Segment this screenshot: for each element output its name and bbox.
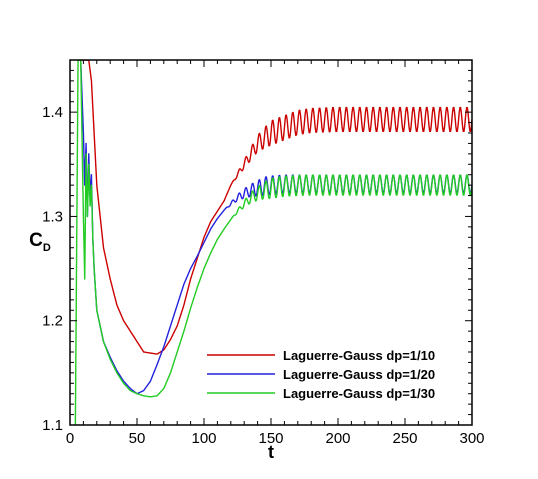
x-tick-label: 150	[258, 430, 283, 447]
y-tick-label: 1.3	[42, 208, 63, 225]
x-tick-label: 100	[191, 430, 216, 447]
series-line-1	[78, 60, 472, 355]
legend: Laguerre-Gauss dp=1/10 Laguerre-Gauss dp=…	[207, 348, 435, 401]
legend-label-3: Laguerre-Gauss dp=1/30	[283, 386, 435, 401]
x-tick-label: 300	[459, 430, 484, 447]
ticks-layer: 0 50 100 150 200 250 300 1.1 1.2 1.3 1.4	[42, 60, 485, 447]
series-layer	[74, 60, 472, 425]
y-tick-label: 1.2	[42, 313, 63, 330]
y-axis-title: CD	[29, 230, 51, 254]
x-tick-label: 50	[129, 430, 146, 447]
y-axis-title-subscript: D	[43, 242, 51, 254]
x-tick-label: 250	[392, 430, 417, 447]
y-axis-title-main: C	[29, 230, 43, 251]
x-tick-label: 200	[325, 430, 350, 447]
x-tick-label: 0	[66, 430, 74, 447]
legend-label-2: Laguerre-Gauss dp=1/20	[283, 367, 435, 382]
y-tick-label: 1.1	[42, 417, 63, 434]
x-axis-title: t	[268, 442, 274, 462]
legend-label-1: Laguerre-Gauss dp=1/10	[283, 348, 435, 363]
y-tick-label: 1.4	[42, 104, 63, 121]
series-line-3	[74, 60, 472, 425]
